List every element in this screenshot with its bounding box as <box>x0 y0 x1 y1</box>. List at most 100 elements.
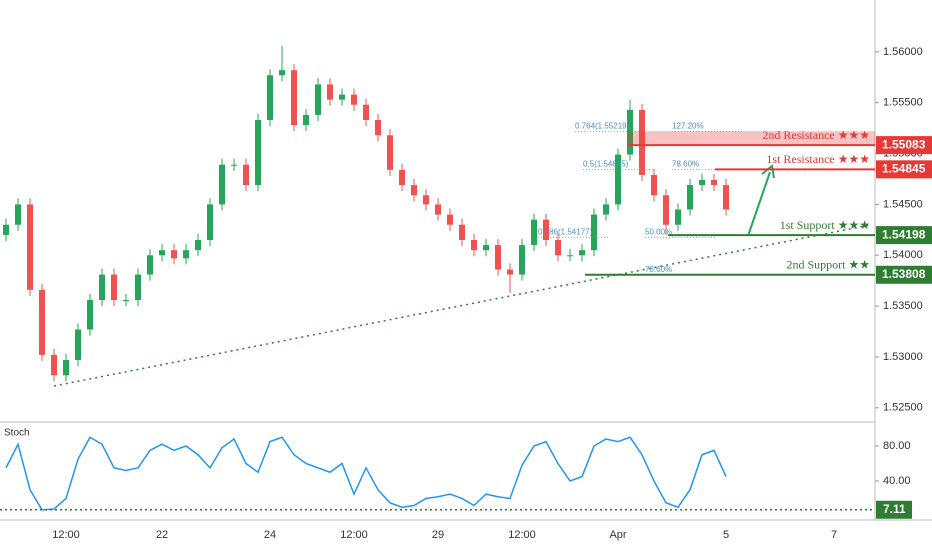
candle-body <box>519 245 525 275</box>
candle-body <box>483 245 489 251</box>
level-value: 1.54845 <box>882 161 926 175</box>
stoch-level-value: 7.11 <box>883 502 906 516</box>
candle-body <box>327 84 333 100</box>
fib-label: 0.786(1.54177) <box>538 227 593 236</box>
candle-body <box>447 214 453 225</box>
level-name: 1st Resistance ★★★ <box>766 152 870 166</box>
level-name: 2nd Support ★★ <box>786 258 870 272</box>
candle-body <box>567 255 573 257</box>
candle-body <box>159 250 165 256</box>
candle-body <box>267 75 273 120</box>
y-tick-label: 1.52500 <box>883 402 923 414</box>
candle-body <box>543 219 549 240</box>
level-name: 1st Support ★★★ <box>780 218 870 232</box>
x-tick-label: 29 <box>432 529 444 541</box>
level-tag <box>876 160 932 179</box>
candle-body <box>579 250 585 256</box>
x-tick-label: 24 <box>264 529 276 541</box>
candle-body <box>411 185 417 196</box>
level-value: 1.54198 <box>882 227 926 241</box>
stoch-label: Stoch <box>4 428 30 439</box>
y-tick-label: 1.56000 <box>883 46 923 58</box>
candle-body <box>243 164 249 186</box>
candle-body <box>423 195 429 205</box>
candle-body <box>75 329 81 360</box>
x-tick-label: 22 <box>156 529 168 541</box>
candle-body <box>387 135 393 170</box>
candle-body <box>195 240 201 251</box>
y-tick-label: 1.54000 <box>883 249 923 261</box>
candle-body <box>351 94 357 105</box>
candle-body <box>663 195 669 225</box>
candle-body <box>147 255 153 275</box>
candle-body <box>471 240 477 251</box>
candle-body <box>111 274 117 300</box>
candle-body <box>615 154 621 205</box>
x-tick-label: 12:00 <box>508 529 536 541</box>
candle-body <box>675 209 681 225</box>
level-tag <box>876 265 932 284</box>
candle-body <box>291 70 297 126</box>
fib-label: 78.60% <box>645 265 672 274</box>
candle-body <box>255 120 261 186</box>
level-value: 1.53808 <box>882 267 926 281</box>
fib-label: 78.60% <box>672 159 699 168</box>
fib-label: 0.764(1.55219) <box>575 121 630 130</box>
candle-body <box>687 185 693 210</box>
stoch-tick-label: 80.00 <box>883 440 911 452</box>
candle-body <box>27 204 33 290</box>
candle-body <box>171 250 177 259</box>
candle-body <box>279 70 285 76</box>
candle-body <box>39 289 45 355</box>
x-tick-label: 7 <box>831 529 837 541</box>
candle-body <box>639 109 645 175</box>
trendline <box>53 224 871 387</box>
candle-body <box>303 114 309 126</box>
candle-body <box>495 245 501 270</box>
y-tick-label: 1.54500 <box>883 198 923 210</box>
level-tag <box>876 226 932 245</box>
level-name: 2nd Resistance ★★★ <box>762 128 870 142</box>
candle-body <box>363 104 369 120</box>
candle-body <box>531 219 537 246</box>
x-tick-label: Apr <box>609 529 626 541</box>
arrow-head <box>761 164 775 179</box>
candle-body <box>339 94 345 100</box>
y-tick-label: 1.55500 <box>883 97 923 109</box>
candle-body <box>3 224 9 235</box>
candle-body <box>231 164 237 166</box>
stoch-level-tag <box>876 500 912 519</box>
candle-body <box>99 274 105 300</box>
candle-body <box>555 240 561 256</box>
level-tag <box>876 136 932 155</box>
candle-body <box>711 180 717 186</box>
candle-body <box>723 185 729 210</box>
candle-body <box>507 269 513 275</box>
candle-body <box>51 354 57 376</box>
fib-label: 0.5(1.54845) <box>583 159 629 168</box>
candle-body <box>87 300 93 330</box>
candle-body <box>603 204 609 215</box>
candle-body <box>651 174 657 196</box>
candle-body <box>63 360 69 376</box>
candle-body <box>219 164 225 205</box>
stoch-tick-label: 40.00 <box>883 475 911 487</box>
candle-body <box>207 204 213 240</box>
candle-body <box>399 169 405 186</box>
fib-label: 50.00% <box>645 227 672 236</box>
x-tick-label: 12:00 <box>340 529 368 541</box>
x-tick-label: 5 <box>723 529 729 541</box>
candle-body <box>375 120 381 136</box>
candle-body <box>459 224 465 240</box>
candle-body <box>435 204 441 215</box>
arrow-shaft <box>747 171 771 237</box>
stoch-line <box>5 436 727 511</box>
candle-body <box>183 250 189 259</box>
resistance-zone <box>628 131 875 146</box>
candle-body <box>135 274 141 300</box>
candle-body <box>699 180 705 186</box>
candle-body <box>123 300 129 301</box>
candle-body <box>315 84 321 115</box>
candle-body <box>627 109 633 155</box>
